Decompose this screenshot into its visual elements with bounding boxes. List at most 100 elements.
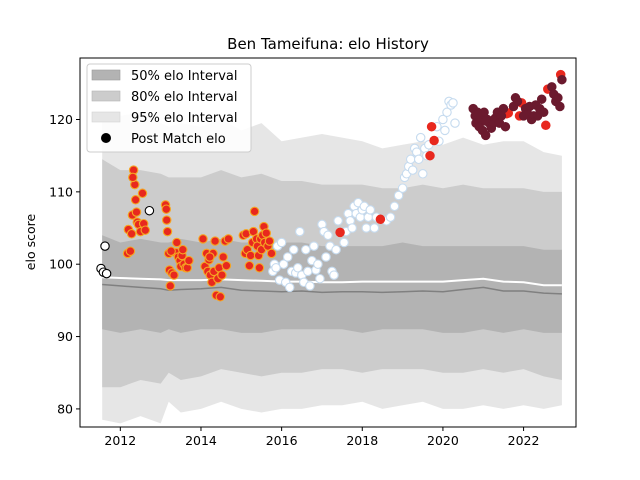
point-red-3 [426,121,437,132]
point-early-4 [144,205,155,216]
point-white-2016-33 [333,216,343,226]
point-maroon-36 [553,93,563,103]
point-white-2016-19 [305,281,315,291]
point-white-2019-20 [438,114,448,125]
point-white-2019-14 [418,169,428,179]
point-orange-2014-15 [218,252,228,262]
point-maroon-17 [498,103,509,114]
legend-marker-post-match [101,133,111,143]
y-axis-ticks: 80 90 100 110 120 [49,112,80,416]
point-white-2016-24 [315,273,325,284]
point-orange-2014-0 [198,234,208,244]
point-white-2016-2 [271,263,281,273]
point-orange-2012-13 [126,229,137,239]
point-orange-2014-18 [223,234,234,244]
x-tick-label-2014: 2014 [185,433,217,448]
point-orange-2013-18 [184,255,194,266]
y-tick-label-110: 110 [49,184,73,199]
point-red-4 [429,135,439,146]
legend-label-50: 50% elo Interval [131,69,238,84]
point-red-9 [541,120,551,131]
point-white-2019-1 [385,212,396,222]
point-maroon-38 [557,74,567,85]
legend-swatch-80 [91,90,121,102]
legend-label-post-match: Post Match elo [131,132,226,147]
chart-title: Ben Tameifuna: elo History [227,35,429,53]
point-white-2019-13 [415,132,426,143]
point-orange-2012-2 [125,246,136,256]
point-orange-2015-5 [245,250,256,261]
point-maroon-32 [538,107,549,118]
point-red-1 [375,214,386,225]
point-white-2016-6 [278,259,289,269]
point-white-2016-17 [301,244,311,255]
point-maroon-40 [473,108,484,119]
point-orange-2015-17 [261,228,272,238]
band-50-interval [102,235,562,333]
y-axis-label: elo score [23,214,38,271]
point-white-2019-25 [450,118,460,128]
point-white-2016-47 [365,205,376,215]
point-red-0 [335,227,345,238]
point-white-2019-2 [389,201,400,212]
point-orange-2014-9 [210,236,220,246]
legend-label-95: 95% elo Interval [131,111,238,126]
legend-label-80: 80% elo Interval [131,90,238,105]
axes-frame [79,57,577,428]
point-orange-2012-14 [128,172,138,183]
point-orange-2013-20 [166,246,176,256]
point-orange-2013-7 [169,270,179,280]
point-white-2016-38 [347,223,357,233]
post-match-points [96,69,567,302]
point-orange-2013-14 [178,244,188,255]
point-white-2016-5 [276,237,287,248]
point-early-2 [100,241,110,251]
point-white-2016-31 [329,270,339,280]
point-white-2016-48 [369,223,380,233]
point-white-2019-26 [440,125,450,136]
point-orange-2013-1 [161,215,172,225]
point-orange-2012-6 [130,195,141,205]
y-tick-label-120: 120 [49,112,73,127]
point-white-2016-32 [331,244,341,255]
point-white-2016-14 [295,226,305,237]
legend-swatch-95 [91,111,121,123]
point-orange-2012-12 [140,225,151,235]
point-white-2016-11 [288,244,299,255]
point-white-2019-9 [407,165,418,175]
point-maroon-37 [555,101,565,112]
point-early-3 [101,268,112,279]
point-orange-2012-15 [131,207,142,217]
point-orange-2014-17 [221,260,232,271]
point-orange-2015-19 [264,236,275,246]
point-orange-2013-19 [161,204,172,214]
legend: 50% elo Interval 80% elo Interval 95% el… [86,63,252,153]
point-maroon-21 [512,96,523,107]
legend-box [86,63,252,153]
point-white-2016-45 [361,223,372,233]
y-tick-label-100: 100 [49,257,73,272]
point-white-2019-3 [393,190,404,201]
point-orange-2014-19 [205,252,215,262]
point-white-2019-24 [448,98,458,108]
point-orange-2015-8 [249,206,260,217]
point-white-2016-34 [339,237,349,248]
point-white-2016-18 [303,266,313,277]
x-tick-label-2020: 2020 [427,433,459,448]
point-orange-2015-4 [244,260,255,271]
point-orange-2015-21 [254,263,265,273]
point-red-2 [425,150,435,161]
x-axis-ticks: 2012 2014 2016 2018 2020 2022 [104,427,539,448]
point-white-2019-12 [413,154,424,165]
x-tick-label-2018: 2018 [346,433,378,448]
point-white-2016-9 [284,282,295,293]
legend-swatch-50 [91,69,121,81]
point-maroon-31 [536,94,547,104]
point-white-2016-27 [321,252,331,262]
point-white-2016-28 [323,230,333,241]
x-tick-label-2016: 2016 [266,433,298,448]
point-white-2016-21 [309,241,319,251]
point-orange-2013-2 [162,226,173,237]
point-white-2016-8 [282,252,293,262]
